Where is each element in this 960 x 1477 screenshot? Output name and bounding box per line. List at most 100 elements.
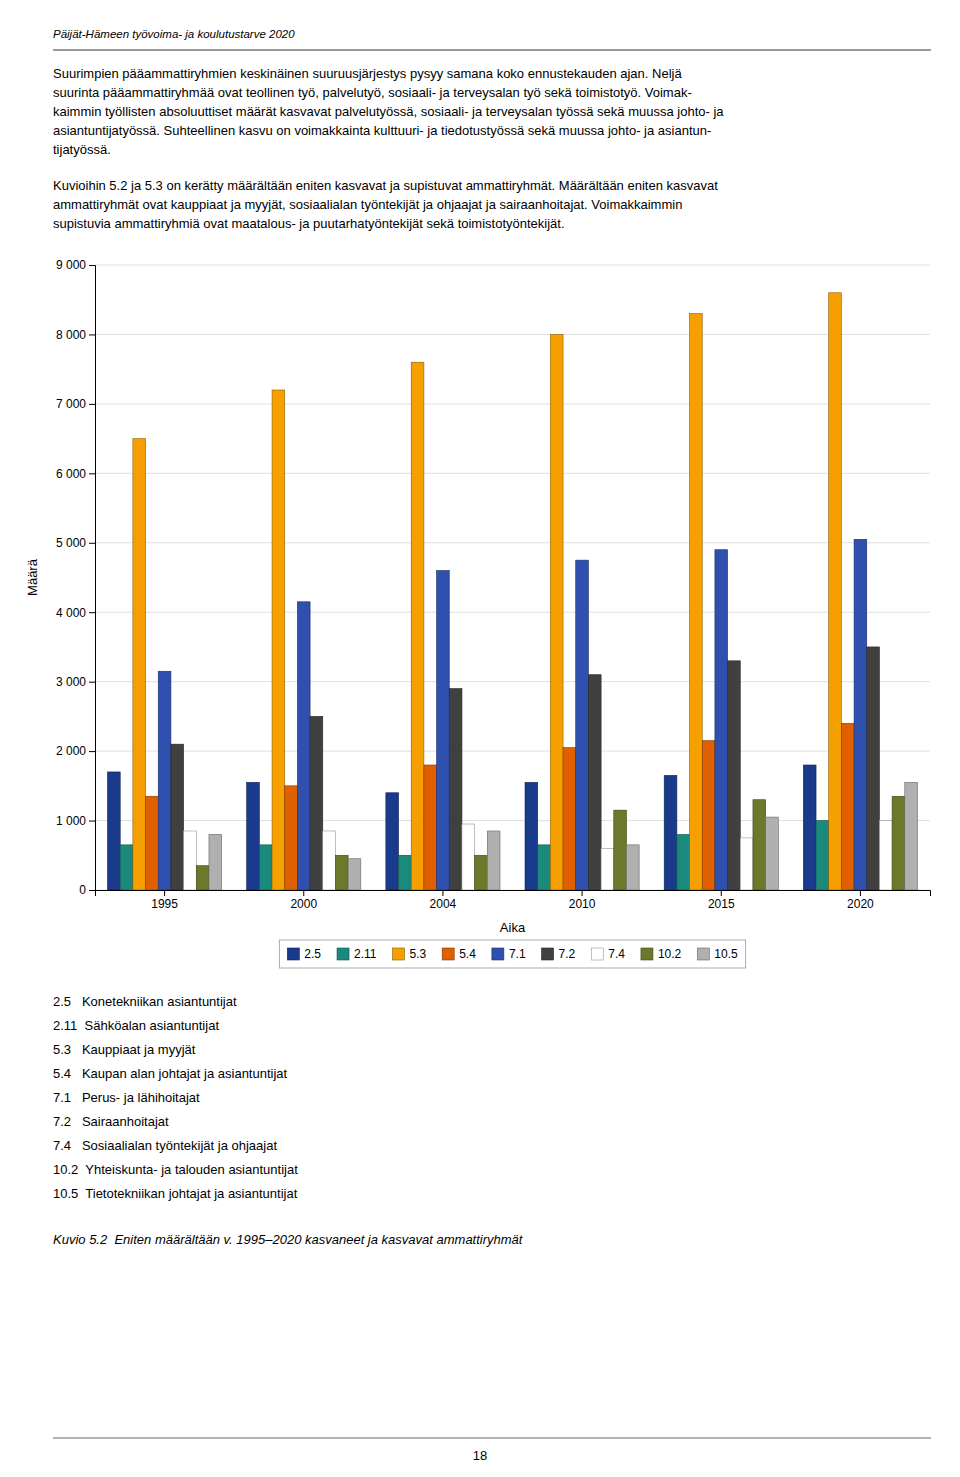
bar [184,831,197,890]
grid-line [95,751,930,752]
paragraph-line: suurinta pääammattiryhmää ovat teollinen… [53,85,692,100]
legend-swatch [641,948,653,960]
bar [677,834,690,890]
x-tick: 2020 [847,890,874,911]
legend-item: 5.3 [393,947,427,961]
label-line: 7.2 Sairaanhoitajat [53,1114,169,1129]
label-line: 2.11 Sähköalan asiantuntijat [53,1018,219,1033]
bar [702,741,715,890]
y-tick-mark [89,612,95,613]
bar [348,859,361,890]
bar [892,796,905,890]
bar [550,334,563,890]
x-tick-label: 2020 [847,897,874,911]
bar-series [184,821,893,890]
bar [626,845,639,890]
bar [841,723,854,890]
bar [816,821,829,890]
bar [133,439,146,890]
header: Päijät-Hämeen työvoima- ja koulutustarve… [53,28,295,40]
bar [538,845,551,890]
bar [424,765,437,890]
x-tick-mark [860,890,861,896]
y-tick: 4 000 [56,606,95,620]
y-tick-label: 2 000 [56,744,86,758]
bar [335,855,348,890]
legend-label: 10.2 [658,947,682,961]
label-line: 5.3 Kauppiaat ja myyjät [53,1042,196,1057]
x-tick-mark [303,890,304,896]
legend-item: 5.4 [442,947,476,961]
legend-frame [279,940,745,968]
y-tick-mark [89,334,95,335]
legend-label: 2.11 [354,947,377,961]
y-tick: 3 000 [56,675,95,689]
legend-label: 7.4 [608,947,625,961]
y-tick-label: 0 [79,883,86,897]
x-tick-mark [721,890,722,896]
bars [108,293,918,890]
bar [715,550,728,890]
bar-series [158,539,867,890]
bar-series [171,647,880,890]
x-axis-line [96,891,931,897]
header-rule [53,50,931,51]
label-line: 7.1 Perus- ja lähihoitajat [53,1090,200,1105]
paragraph-line: tijatyössä. [53,142,111,157]
y-tick-mark [89,751,95,752]
legend-item: 10.5 [697,947,738,961]
x-tick-label: 2000 [290,897,317,911]
label-line: 7.4 Sosiaalialan työntekijät ja ohjaajat [53,1138,277,1153]
page-number: 18 [473,1448,487,1463]
bar [905,782,918,890]
paragraph-line: supistuvia ammattiryhmiä ovat maatalous-… [53,216,565,231]
bar [576,560,589,890]
y-tick-label: 3 000 [56,675,86,689]
legend-swatch [442,948,454,960]
x-tick: 2015 [708,890,735,911]
bar [803,765,816,890]
legend-item: 7.4 [591,947,625,961]
bar [563,748,576,890]
legend: 2.52.115.35.47.17.27.410.210.5 [279,940,745,968]
bar-series [133,293,842,890]
y-tick: 1 000 [56,814,95,828]
grid-line [95,612,930,613]
y-tick-mark [89,890,95,891]
bar [854,539,867,890]
bar [867,647,880,890]
bar [475,855,488,890]
grid-line [95,542,930,543]
bar-series [196,796,905,890]
y-tick: 7 000 [56,397,95,411]
y-tick: 5 000 [56,536,95,550]
bar [196,866,209,890]
label-line: 10.2 Yhteiskunta- ja talouden asiantunti… [53,1162,298,1177]
y-tick-mark [89,821,95,822]
caption: Kuvio 5.2 Eniten määrältään v. 1995–2020… [53,1232,524,1247]
bar [829,293,842,890]
bar [272,390,285,890]
y-tick: 8 000 [56,328,95,342]
x-tick-label: 2015 [708,897,735,911]
legend-label: 10.5 [714,947,738,961]
legend-item: 2.11 [337,947,377,961]
legend-swatch [492,948,504,960]
bar [437,571,450,890]
bar [108,772,121,890]
bar [285,786,298,890]
y-axis: 01 0002 0003 0004 0005 0006 0007 0008 00… [56,258,96,897]
y-tick-mark [89,473,95,474]
bar [297,602,310,890]
bar [728,661,741,890]
legend-item: 7.1 [492,947,526,961]
paragraph-line: Suurimpien pääammattiryhmien keskinäinen… [53,66,682,81]
x-tick: 2010 [569,890,596,911]
bar [171,744,184,890]
bar [399,855,412,890]
x-tick-mark [442,890,443,896]
page: Päijät-Hämeen työvoima- ja koulutustarve… [0,0,960,1477]
label-line: 10.5 Tietotekniikan johtajat ja asiantun… [53,1186,298,1201]
grid-line [95,473,930,474]
y-tick: 9 000 [56,258,95,272]
